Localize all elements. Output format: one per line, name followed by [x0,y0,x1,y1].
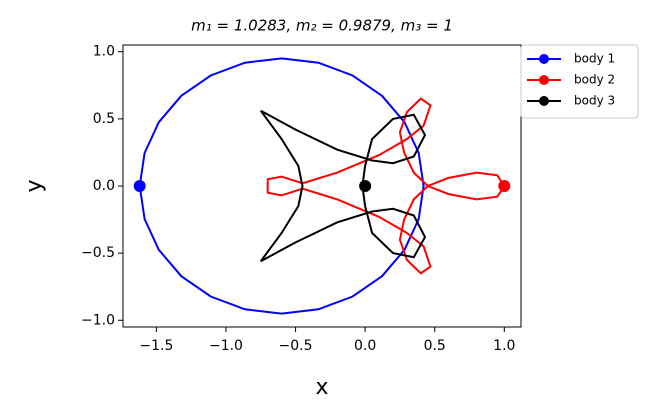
x-tick-label: 1.0 [493,338,515,354]
orbit-line [259,109,427,263]
x-tick-label: 0.5 [424,338,446,354]
legend-box [520,44,639,119]
x-axis-label: x [315,375,328,400]
body-marker [359,180,372,192]
legend-label: body 3 [574,94,615,108]
body-marker [498,180,511,192]
orbit-line [138,57,425,315]
x-tick-label: −1.0 [209,338,243,354]
y-tick-label: −0.5 [81,245,115,261]
y-tick-label: 1.0 [93,44,115,60]
body-marker [133,180,146,192]
x-tick-label: −0.5 [279,338,313,354]
legend-marker [539,75,549,85]
chart-title: m₁ = 1.0283, m₂ = 0.9879, m₃ = 1 [191,17,453,35]
y-tick-label: 0.5 [93,111,115,127]
legend-label: body 2 [574,73,615,87]
legend-marker [539,54,549,64]
legend-marker [539,96,549,106]
x-tick-label: −1.5 [139,338,173,354]
legend-label: body 1 [574,52,615,66]
y-axis-label: y [22,179,47,192]
orbit-line [266,97,506,275]
x-tick-label: 0.0 [354,338,376,354]
plot-frame [122,44,522,328]
y-tick-label: 0.0 [93,178,115,194]
y-tick-label: −1.0 [81,312,115,328]
